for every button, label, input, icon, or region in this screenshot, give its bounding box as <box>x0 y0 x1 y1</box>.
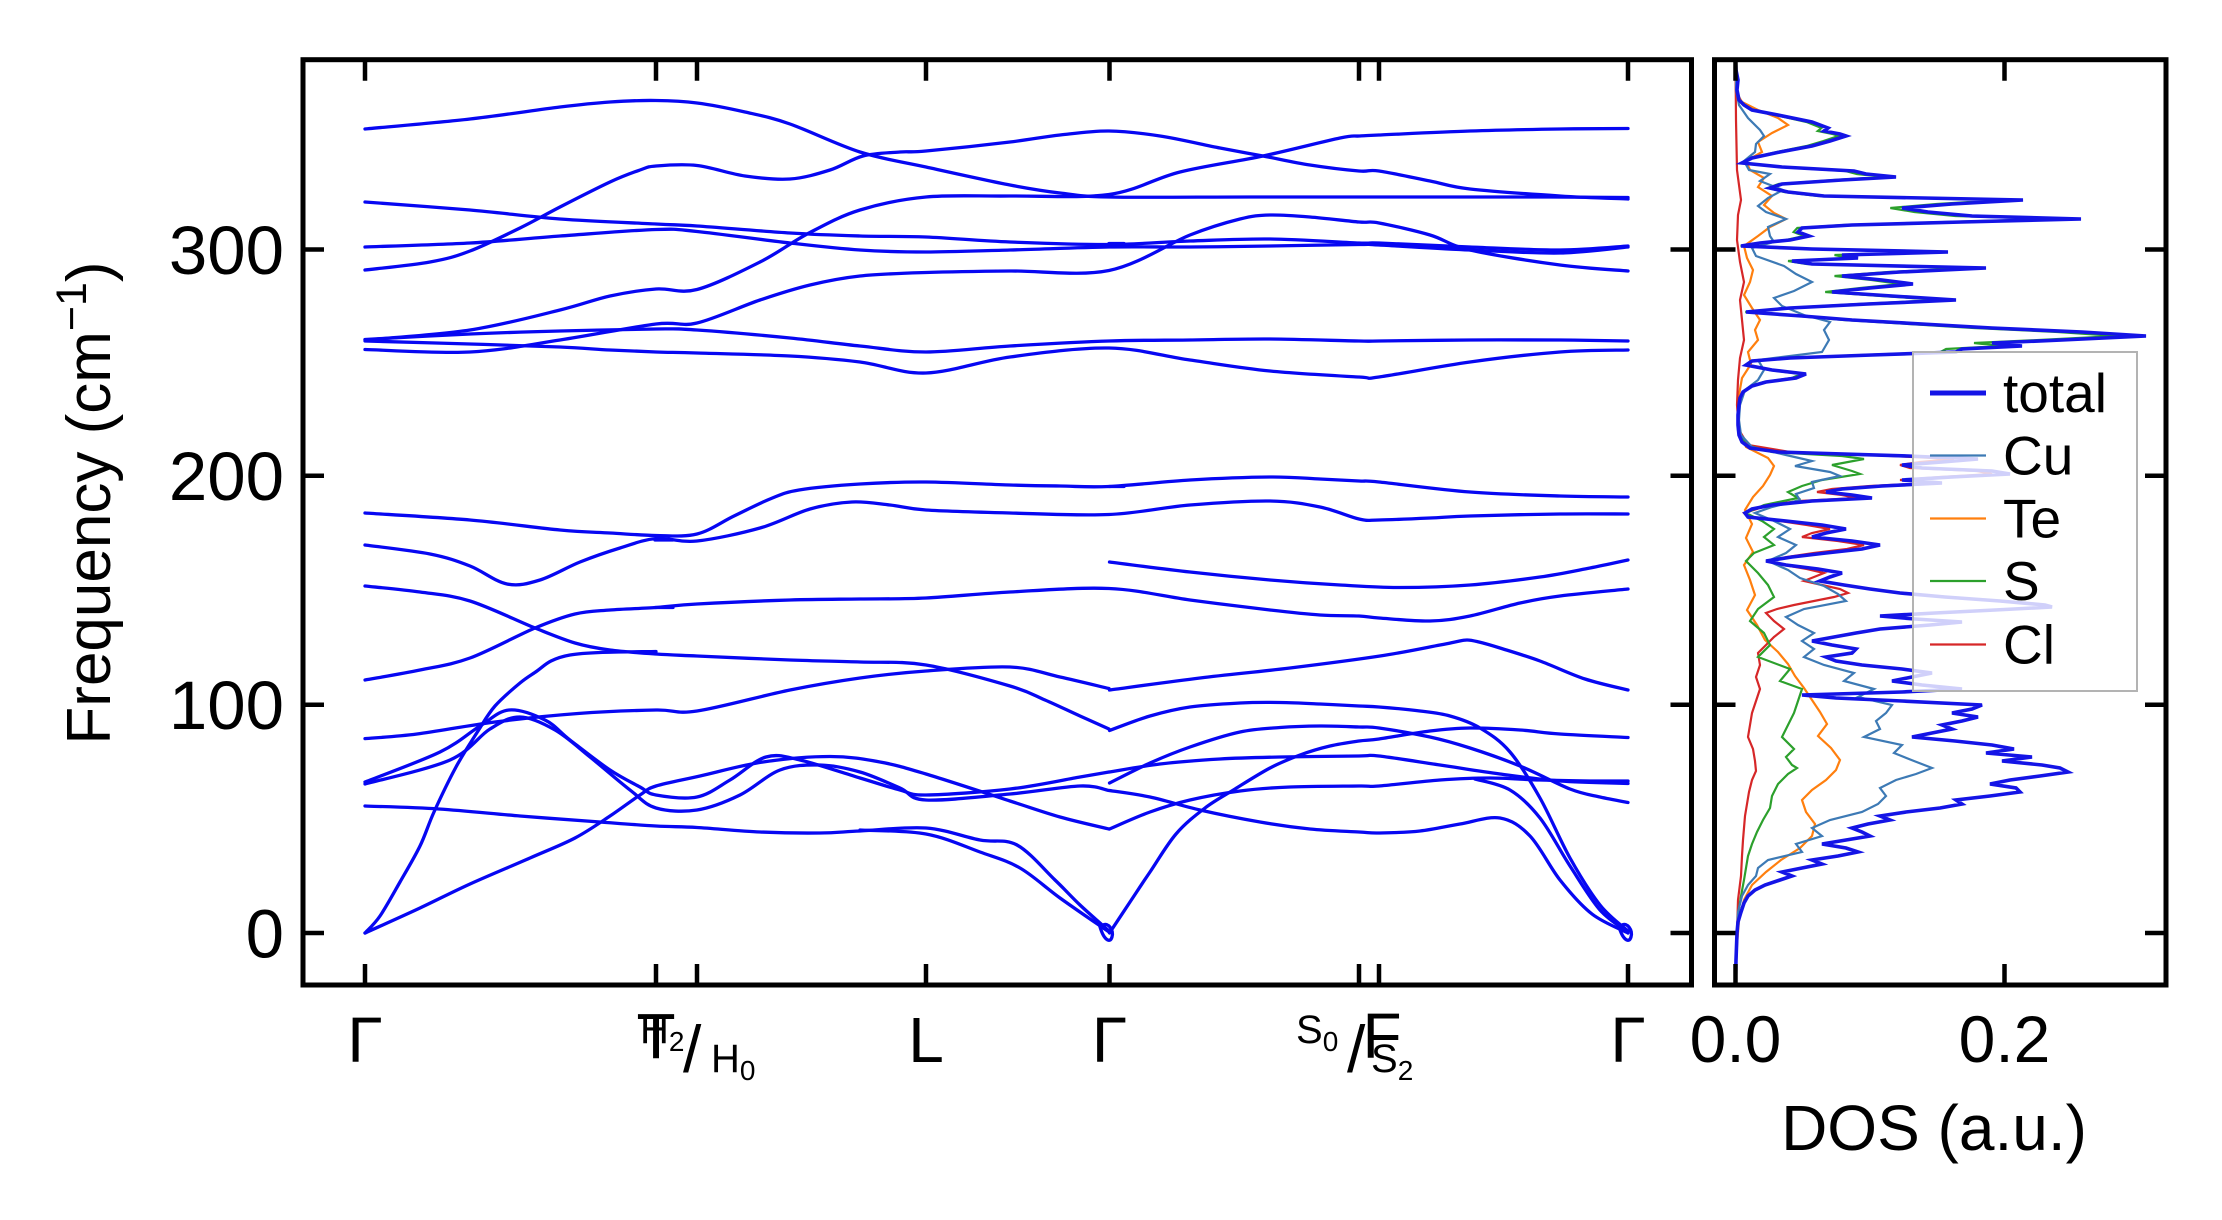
svg-text:L: L <box>908 1004 944 1076</box>
svg-text:S2: S2 <box>1371 1037 1413 1086</box>
svg-text:F: F <box>1362 1000 1401 1072</box>
svg-text:/: / <box>1347 1012 1366 1086</box>
svg-text:0.2: 0.2 <box>1959 1002 2051 1076</box>
svg-text:200: 200 <box>169 438 284 515</box>
svg-text:/: / <box>683 1012 702 1086</box>
svg-text:Cl: Cl <box>2003 614 2055 676</box>
svg-text:H0: H0 <box>711 1037 755 1086</box>
svg-text:0.0: 0.0 <box>1690 1002 1782 1076</box>
svg-text:Cu: Cu <box>2003 425 2073 487</box>
svg-text:total: total <box>2003 362 2107 424</box>
svg-text:300: 300 <box>169 212 284 289</box>
svg-text:Frequency (cm−1): Frequency (cm−1) <box>48 261 124 744</box>
svg-text:Γ: Γ <box>1092 1004 1127 1076</box>
svg-text:DOS (a.u.): DOS (a.u.) <box>1781 1092 2087 1164</box>
svg-text:Te: Te <box>2003 488 2061 550</box>
svg-text:0: 0 <box>246 896 284 973</box>
svg-text:S: S <box>2003 550 2040 612</box>
svg-text:100: 100 <box>169 667 284 744</box>
svg-text:Γ: Γ <box>347 1004 382 1076</box>
svg-text:Γ: Γ <box>1610 1004 1645 1076</box>
svg-text:T: T <box>636 1000 675 1072</box>
